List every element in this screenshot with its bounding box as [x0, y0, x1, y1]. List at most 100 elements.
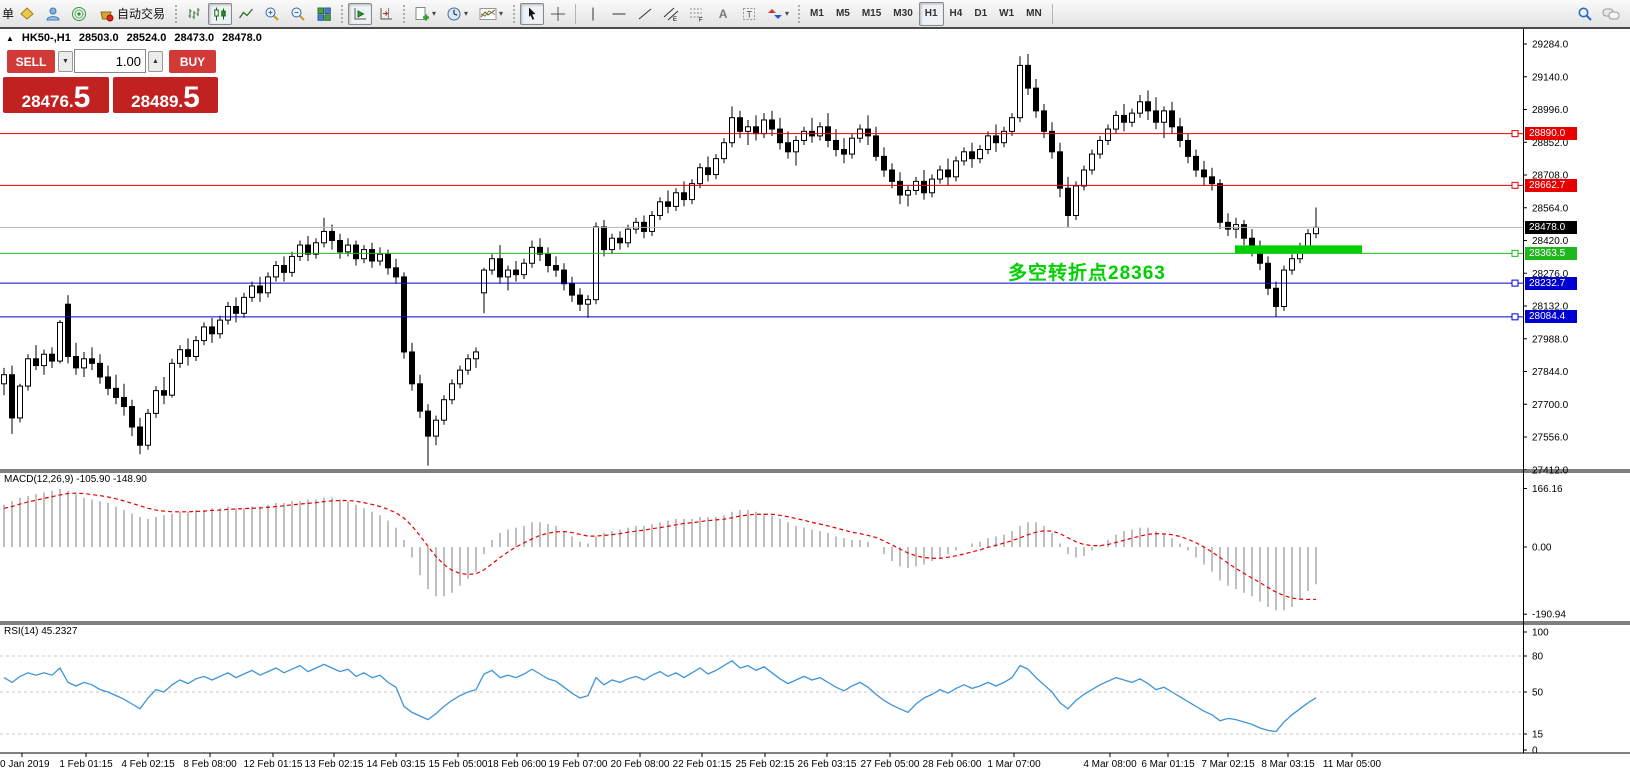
- crosshair-tool-button[interactable]: [546, 3, 570, 25]
- low-value: 28473.0: [174, 32, 215, 44]
- candle-body: [9, 374, 15, 419]
- candle-body: [89, 358, 95, 364]
- candle-body: [745, 126, 751, 132]
- chart-shift-button[interactable]: [374, 3, 398, 25]
- tile-windows-button[interactable]: [312, 3, 336, 25]
- signal-icon[interactable]: [67, 3, 91, 25]
- time-tick-label: 4 Feb 02:15: [121, 759, 175, 770]
- candle-body: [713, 158, 719, 176]
- profile-icon[interactable]: [41, 3, 65, 25]
- rsi-tick-label: 100: [1532, 628, 1549, 639]
- candle-body: [1033, 87, 1039, 112]
- candle-body: [1001, 130, 1007, 144]
- new-order-partial-button[interactable]: 单: [2, 7, 15, 21]
- candle-body: [1137, 101, 1143, 114]
- cursor-tool-button[interactable]: [520, 2, 545, 25]
- candle-body: [1273, 287, 1279, 307]
- sell-button[interactable]: SELL: [7, 50, 55, 73]
- candle-body: [873, 135, 879, 157]
- candle-body: [1217, 183, 1223, 223]
- sell-price-display[interactable]: 28476. 5: [3, 77, 109, 113]
- candle-body: [585, 299, 591, 305]
- volume-input[interactable]: [74, 49, 146, 73]
- macd-tick-label: 0.00: [1532, 543, 1552, 554]
- vertical-line-tool-button[interactable]: [581, 3, 605, 25]
- candle-body: [777, 128, 783, 144]
- price-level-lines: [0, 130, 1523, 321]
- timeframe-m15-button[interactable]: M15: [861, 8, 882, 19]
- line-chart-button[interactable]: [234, 3, 258, 25]
- svg-text:T: T: [747, 9, 753, 19]
- timeframe-mn-button[interactable]: MN: [1026, 8, 1042, 19]
- candle-body: [537, 246, 543, 255]
- period-clock-button[interactable]: ▾: [442, 3, 472, 25]
- candle-body: [937, 169, 943, 180]
- level-line-handle[interactable]: [1511, 130, 1519, 138]
- candle-body: [41, 353, 47, 367]
- candle-body: [369, 249, 375, 262]
- level-price-axis-label: 28232.7: [1525, 276, 1577, 290]
- level-line-handle[interactable]: [1511, 181, 1519, 189]
- timeframe-h1-button[interactable]: H1: [918, 1, 944, 26]
- gold-ingot-icon[interactable]: [15, 3, 39, 25]
- candle-body: [201, 326, 207, 342]
- horizontal-line-tool-button[interactable]: [607, 3, 631, 25]
- channel-tool-button[interactable]: E: [659, 3, 683, 25]
- trendline-tool-button[interactable]: [633, 3, 657, 25]
- price-tick-label: 28852.0: [1532, 138, 1569, 149]
- chat-icon[interactable]: [1599, 3, 1623, 25]
- buy-price-display[interactable]: 28489. 5: [113, 77, 218, 113]
- current-price-axis-label: 28478.0: [1525, 220, 1577, 234]
- candle-body: [545, 253, 551, 267]
- volume-decrease-button[interactable]: ▼: [58, 51, 73, 72]
- price-tick-label: 27700.0: [1532, 400, 1569, 411]
- timeframe-d1-button[interactable]: D1: [974, 8, 988, 19]
- candle-body: [625, 228, 631, 244]
- candle-body: [761, 119, 767, 135]
- candlestick-chart-button[interactable]: [208, 2, 233, 25]
- bar-chart-button[interactable]: [182, 3, 206, 25]
- zoom-out-button[interactable]: [286, 3, 310, 25]
- candle-body: [737, 117, 743, 132]
- timeframe-m5-button[interactable]: M5: [835, 8, 850, 19]
- timeframe-w1-button[interactable]: W1: [999, 8, 1015, 19]
- candle-body: [305, 244, 311, 255]
- toolbar-divider: [0, 27, 1630, 29]
- text-tool-button[interactable]: A: [718, 6, 728, 21]
- time-tick-label: 12 Feb 01:15: [244, 759, 303, 770]
- timeframe-h4-button[interactable]: H4: [949, 8, 963, 19]
- volume-increase-button[interactable]: ▲: [148, 51, 163, 72]
- candle-body: [145, 412, 151, 446]
- candle-body: [513, 269, 519, 276]
- toolbar-separator: [575, 3, 577, 24]
- time-axis: 30 Jan 2019 1 Feb 01:15 4 Feb 02:15 8 Feb 0…: [0, 753, 1382, 770]
- new-order-button[interactable]: ▾: [410, 3, 440, 25]
- candle-body: [1009, 117, 1015, 132]
- text-label-tool-button[interactable]: T: [737, 3, 761, 25]
- arrows-tool-button[interactable]: ▾: [763, 3, 793, 25]
- level-line-handle[interactable]: [1511, 249, 1519, 257]
- candle-body: [1241, 224, 1247, 239]
- candle-body: [889, 169, 895, 182]
- candle-body: [321, 230, 327, 244]
- buy-button[interactable]: BUY: [169, 50, 216, 73]
- collapse-panel-icon[interactable]: ▲: [6, 33, 14, 43]
- support-zone-bar[interactable]: [1235, 245, 1362, 254]
- candle-body: [137, 426, 143, 446]
- candle-body: [801, 130, 807, 141]
- level-line-handle[interactable]: [1511, 313, 1519, 321]
- candle-body: [945, 169, 951, 178]
- autotrading-button[interactable]: 自动交易: [93, 3, 170, 25]
- candle-body: [649, 214, 655, 232]
- candle-body: [1313, 226, 1319, 235]
- symbol-period-label: HK50-,H1: [21, 32, 71, 44]
- search-icon[interactable]: [1573, 3, 1597, 25]
- indicators-button[interactable]: ▾: [474, 3, 508, 25]
- level-line-handle[interactable]: [1511, 279, 1519, 287]
- timeframe-m1-button[interactable]: M1: [810, 8, 824, 19]
- timeframe-m30-button[interactable]: M30: [893, 8, 913, 19]
- zoom-in-button[interactable]: [260, 3, 284, 25]
- fibonacci-tool-button[interactable]: F: [685, 3, 709, 25]
- auto-scroll-button[interactable]: [348, 2, 373, 25]
